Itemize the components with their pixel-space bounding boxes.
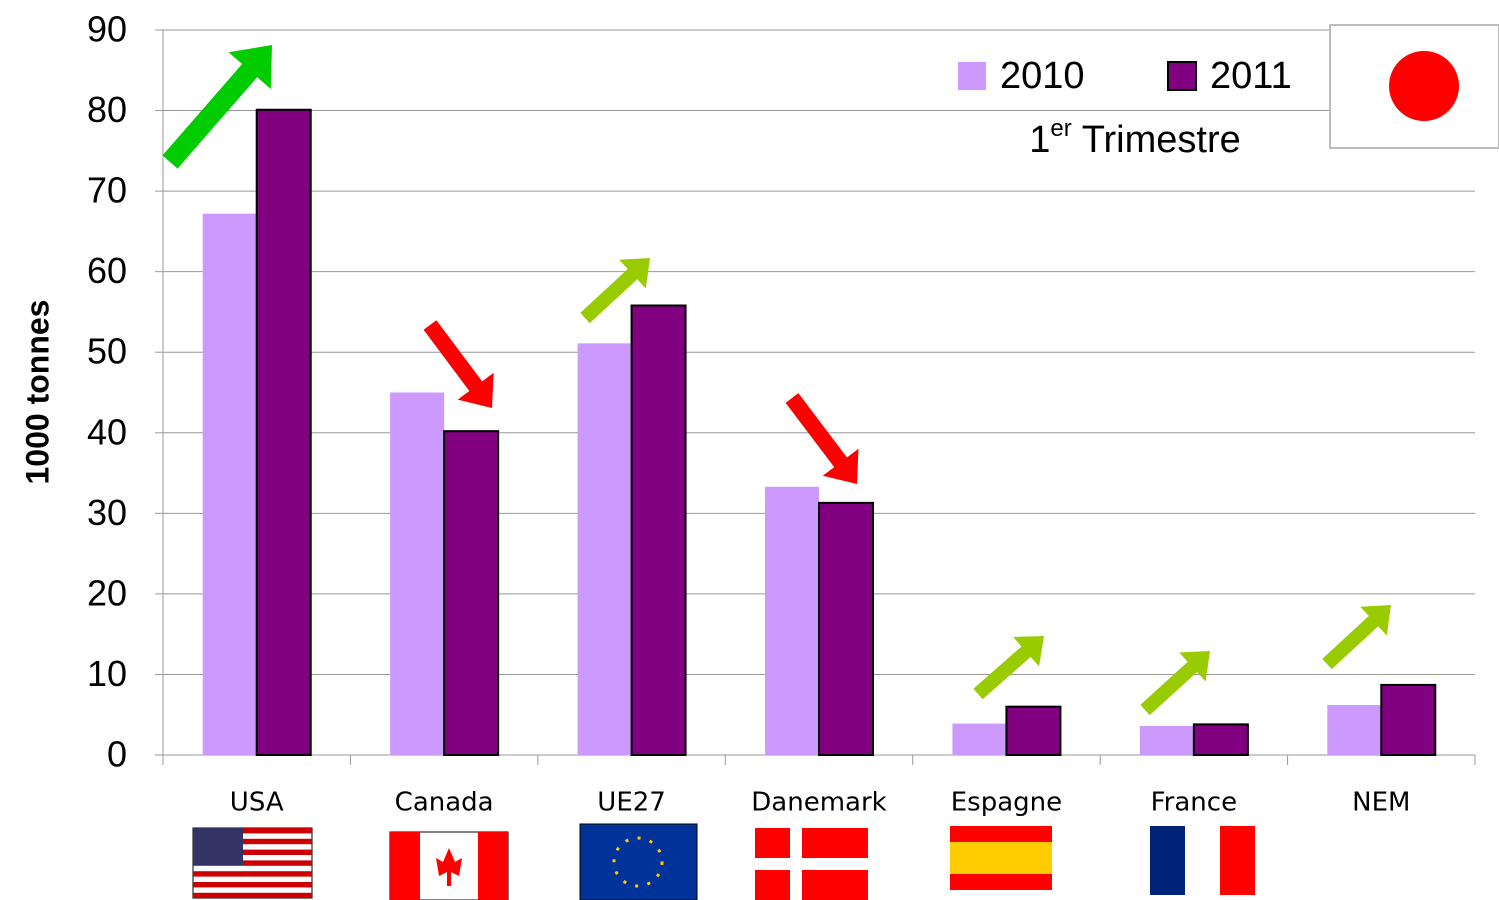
bar	[255, 108, 312, 756]
y-tick-label: 20	[87, 572, 127, 613]
legend-swatch	[958, 62, 986, 90]
trend-arrow	[162, 45, 272, 169]
y-tick-label: 30	[87, 492, 127, 533]
legend-label: 2011	[1210, 55, 1292, 97]
trend-arrow	[580, 258, 650, 324]
france-flag	[1150, 826, 1185, 895]
note-superscript: er	[1050, 115, 1071, 142]
bar	[1139, 726, 1194, 755]
eu-stars	[612, 836, 664, 888]
bar	[1380, 683, 1437, 757]
y-tick-label: 10	[87, 653, 127, 694]
x-tick-label: Danemark	[751, 788, 886, 818]
bar	[630, 304, 687, 756]
y-axis-label: 1000 tonnes	[19, 300, 55, 485]
x-tick-label: Canada	[395, 788, 494, 818]
trend-arrow	[1140, 651, 1210, 716]
bar	[765, 486, 819, 755]
usa-stripes	[193, 828, 312, 898]
bar	[443, 430, 500, 756]
bar	[818, 501, 874, 756]
x-tick-label: UE27	[597, 788, 666, 818]
eu-flag	[579, 823, 698, 900]
y-tick-label: 90	[87, 9, 127, 50]
note-text: Trimestre	[1082, 119, 1241, 161]
y-tick-label: 0	[107, 734, 127, 775]
trend-arrow	[1322, 605, 1391, 670]
bar	[577, 343, 632, 755]
bar	[390, 392, 445, 755]
x-tick-label: NEM	[1352, 788, 1410, 818]
note-number: 1	[1029, 119, 1050, 161]
bar	[1192, 723, 1249, 757]
y-tick-label: 40	[87, 411, 127, 452]
x-tick-label: France	[1151, 788, 1237, 818]
bar	[952, 723, 1007, 755]
japan-flag	[1389, 51, 1459, 121]
legend-note: 1er Trimestre	[1029, 115, 1241, 161]
bar	[1327, 705, 1382, 755]
x-tick-label: USA	[230, 788, 284, 818]
trend-arrow	[785, 393, 859, 484]
legend-swatch	[1167, 61, 1197, 91]
y-tick-label: 60	[87, 250, 127, 291]
bar	[1005, 705, 1062, 757]
maple-leaf	[436, 848, 462, 886]
y-tick-label: 80	[87, 89, 127, 130]
y-tick-label: 50	[87, 331, 127, 372]
trend-arrow	[973, 636, 1044, 700]
bar	[202, 213, 257, 755]
flags	[192, 823, 1255, 900]
x-tick-label: Espagne	[951, 788, 1062, 818]
legend-label: 2010	[1000, 55, 1085, 97]
y-tick-label: 70	[87, 170, 127, 211]
trend-arrow	[423, 320, 494, 408]
